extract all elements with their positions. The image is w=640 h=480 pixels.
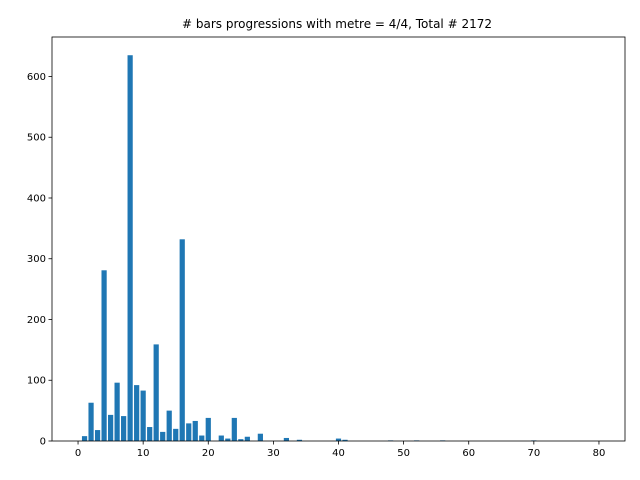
x-tick-label-30: 30 [267,448,280,459]
bar-26 [244,436,250,441]
bar-34 [296,439,303,441]
x-tick-label-70: 70 [527,448,540,459]
y-tick-label-100: 100 [27,376,46,387]
x-tick-label-50: 50 [397,448,410,459]
bar-10 [140,390,146,441]
bar-18 [192,420,198,441]
bar-16 [179,239,185,441]
bar-24 [231,417,237,441]
bar-8 [127,55,133,441]
x-tick-label-0: 0 [75,448,81,459]
bar-7 [121,416,127,441]
bar-12 [153,344,159,441]
bar-25 [238,439,244,441]
bar-40 [335,438,342,441]
plot-frame [51,36,626,442]
x-tick-label-20: 20 [202,448,215,459]
y-tick-label-0: 0 [40,437,46,448]
bar-13 [160,431,166,441]
bar-19 [199,435,205,441]
bar-2 [88,402,94,441]
chart-title: # bars progressions with metre = 4/4, To… [182,17,492,31]
bar-5 [108,414,114,441]
x-tick-label-80: 80 [593,448,606,459]
bar-9 [134,385,140,441]
bar-15 [173,428,179,441]
bar-3 [94,430,101,441]
y-tick-label-200: 200 [27,315,46,326]
x-tick-label-60: 60 [462,448,475,459]
bar-1 [81,436,88,441]
y-tick-label-600: 600 [27,72,46,83]
x-tick-label-10: 10 [137,448,150,459]
bar-17 [186,423,192,441]
bar-32 [283,437,290,441]
bar-6 [114,382,120,441]
bar-23 [225,438,231,441]
y-tick-label-400: 400 [27,193,46,204]
bar-14 [166,410,172,441]
bar-11 [147,427,153,441]
bar-4 [101,270,107,441]
bar-22 [218,435,224,441]
axes-layer: 0 10 20 30 40 50 60 70 80 0 100 200 300 400 500 600 [27,36,626,459]
bar-28 [257,433,263,441]
y-tick-label-500: 500 [27,133,46,144]
bars-layer [81,55,537,441]
bar-41 [342,439,348,441]
bar-20 [205,417,211,441]
x-tick-label-40: 40 [332,448,345,459]
y-tick-label-300: 300 [27,254,46,265]
